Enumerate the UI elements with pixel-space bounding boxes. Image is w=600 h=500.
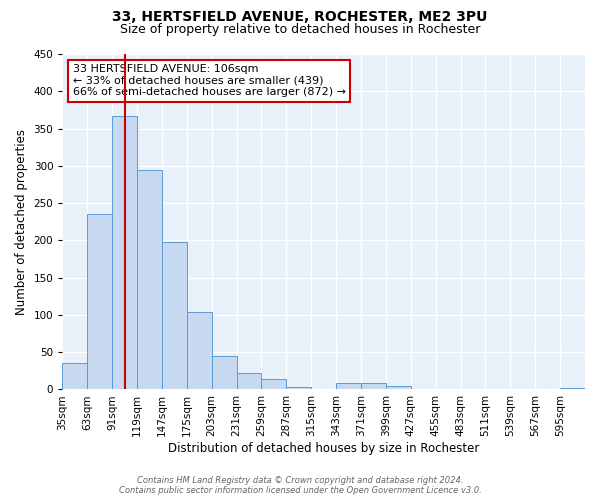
Bar (236, 373, 262, 390)
Bar (336, 382, 361, 390)
Text: 33 HERTSFIELD AVENUE: 106sqm
← 33% of detached houses are smaller (439)
66% of s: 33 HERTSFIELD AVENUE: 106sqm ← 33% of de… (73, 64, 346, 98)
Bar (87, 214, 112, 390)
Bar (560, 388, 585, 390)
Text: Contains HM Land Registry data © Crown copyright and database right 2024.
Contai: Contains HM Land Registry data © Crown c… (119, 476, 481, 495)
Y-axis label: Number of detached properties: Number of detached properties (15, 128, 28, 314)
Bar (162, 242, 187, 390)
Bar (212, 356, 236, 390)
Bar (112, 116, 137, 390)
Bar (137, 170, 162, 390)
Text: Size of property relative to detached houses in Rochester: Size of property relative to detached ho… (120, 22, 480, 36)
Bar (187, 312, 212, 390)
X-axis label: Distribution of detached houses by size in Rochester: Distribution of detached houses by size … (168, 442, 479, 455)
Bar (386, 386, 411, 390)
Bar (286, 387, 311, 390)
Bar (262, 379, 286, 390)
Bar (361, 382, 386, 390)
Text: 33, HERTSFIELD AVENUE, ROCHESTER, ME2 3PU: 33, HERTSFIELD AVENUE, ROCHESTER, ME2 3P… (112, 10, 488, 24)
Bar (62, 364, 87, 390)
